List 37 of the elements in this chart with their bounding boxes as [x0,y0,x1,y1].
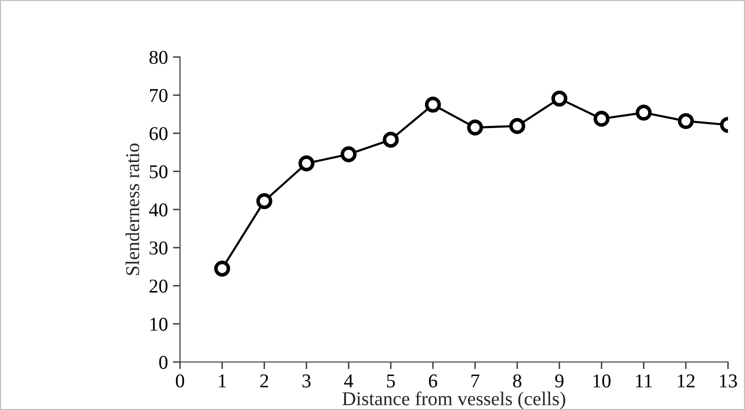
point [678,113,694,130]
point [636,104,652,121]
x-tick-label: 4 [344,374,354,388]
y-tick-label: 50 [150,165,168,178]
y-tick-label: 0 [159,356,168,369]
point [256,193,272,210]
y-tick-label: 30 [150,241,168,255]
point [340,146,357,162]
x-tick-label: 12 [678,374,694,388]
y-tick-label: 80 [149,50,168,64]
point [467,120,484,136]
y-tick-label: 20 [150,280,168,293]
x-tick-label: 3 [302,374,311,388]
x-tick-label: 13 [720,374,737,388]
y-tick-label: 10 [150,318,168,331]
point [298,155,314,172]
point [594,110,610,127]
x-tick-label: 5 [387,374,395,388]
y-tick-label: 40 [149,203,168,216]
point [214,260,230,277]
x-tick-label: 11 [636,374,652,388]
y-axis-title: Slenderness ratio [126,144,140,275]
point [382,132,399,148]
x-tick-label: 2 [260,374,268,388]
x-axis-title: Distance from vessels (cells) [342,391,566,410]
point [551,90,568,107]
point [509,118,526,134]
x-tick-label: 0 [176,374,184,388]
x-tick-label: 9 [555,374,564,388]
x-tick-label: 6 [428,374,438,388]
x-tick-label: 1 [219,374,226,388]
x-tick-label: 8 [513,374,522,388]
x-tick-label: 10 [594,374,611,388]
x-tick-label: 7 [472,374,480,388]
y-tick-label: 60 [150,127,168,140]
point [424,96,441,113]
y-tick-label: 70 [150,88,168,102]
